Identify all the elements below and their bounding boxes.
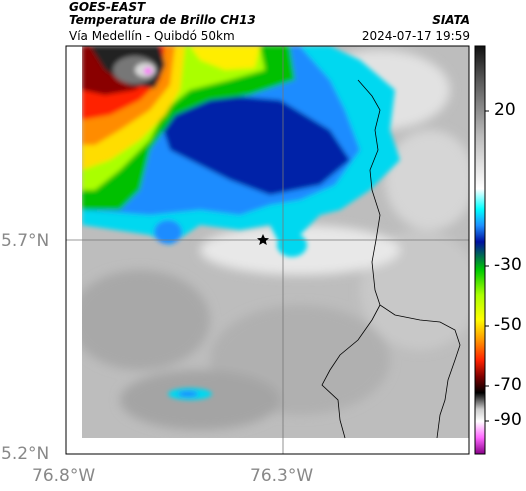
lat-tick-label: 5.2°N (1, 444, 50, 464)
colorbar-label: -30 (494, 255, 522, 275)
lon-tick-label: 76.8°W (32, 466, 96, 486)
lon-tick-label: 76.3°W (250, 466, 314, 486)
satellite-imagery (82, 46, 469, 438)
colorbar-label: -50 (494, 315, 522, 335)
colorbar-label: 20 (494, 100, 516, 120)
product-title: Temperatura de Brillo CH13 (69, 13, 256, 27)
map-title: GOES-EAST (69, 0, 146, 14)
colorbar-ticks (485, 110, 489, 422)
colorbar-label: -90 (494, 410, 522, 430)
route-subtitle: Vía Medellín - Quibdó 50km (69, 29, 235, 43)
star-marker (257, 234, 269, 245)
colorbar-label: -70 (494, 375, 522, 395)
lat-tick-label: 5.7°N (1, 231, 50, 251)
colorbar (474, 45, 486, 455)
border-line (357, 79, 461, 439)
map-border (65, 45, 470, 455)
border-line-2 (321, 304, 381, 439)
timestamp-label: 2024-07-17 19:59 (361, 29, 470, 43)
organization-label: SIATA (432, 13, 470, 27)
